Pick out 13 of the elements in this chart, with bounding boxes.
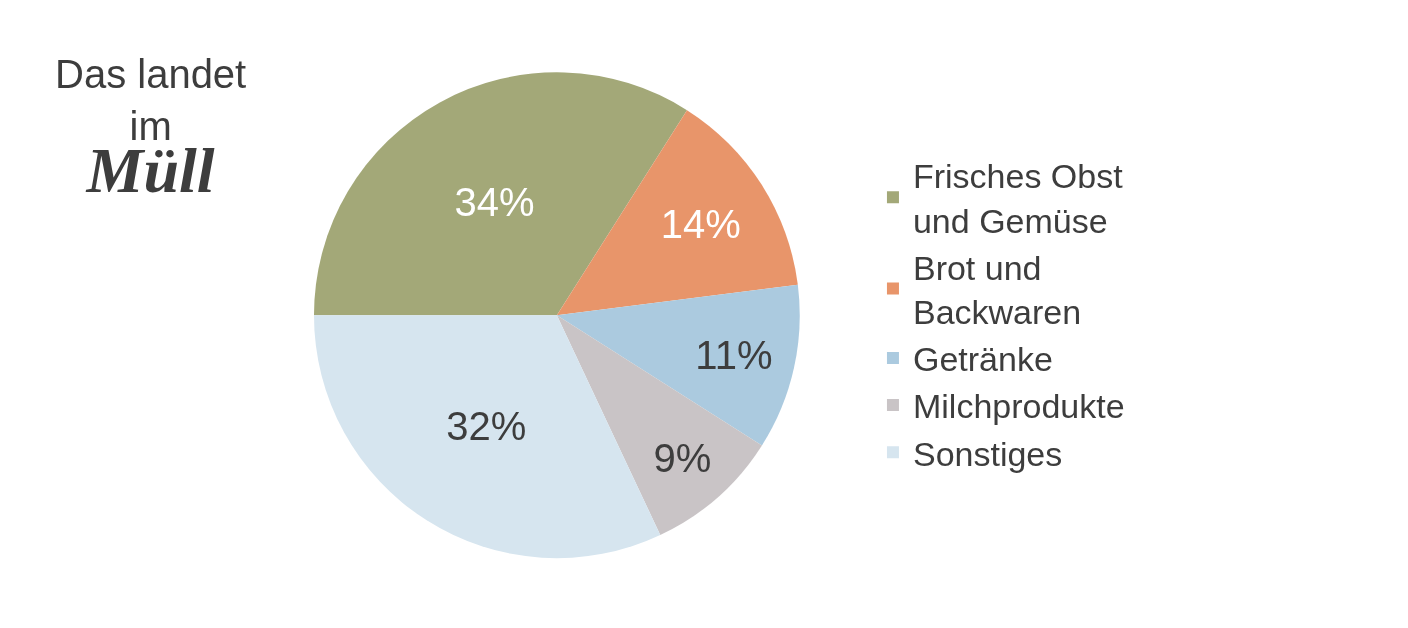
data-label: 32% xyxy=(446,404,527,449)
pie-slice xyxy=(556,110,798,316)
legend-label: Sonstiges xyxy=(912,434,1063,473)
data-label: 11% xyxy=(695,332,773,377)
data-label: 14% xyxy=(660,201,741,246)
pie-slice xyxy=(556,284,800,446)
data-label: 34% xyxy=(454,179,535,224)
legend-label: Getränke xyxy=(912,340,1053,379)
data-label: 9% xyxy=(653,435,712,480)
legend-label: Frisches Obst und Gemüse xyxy=(912,157,1124,240)
chart-title: Das landet im Müll xyxy=(55,52,247,206)
legend-label: Milchprodukte xyxy=(912,387,1125,426)
legend-label: Brot und Backwaren xyxy=(912,248,1082,331)
